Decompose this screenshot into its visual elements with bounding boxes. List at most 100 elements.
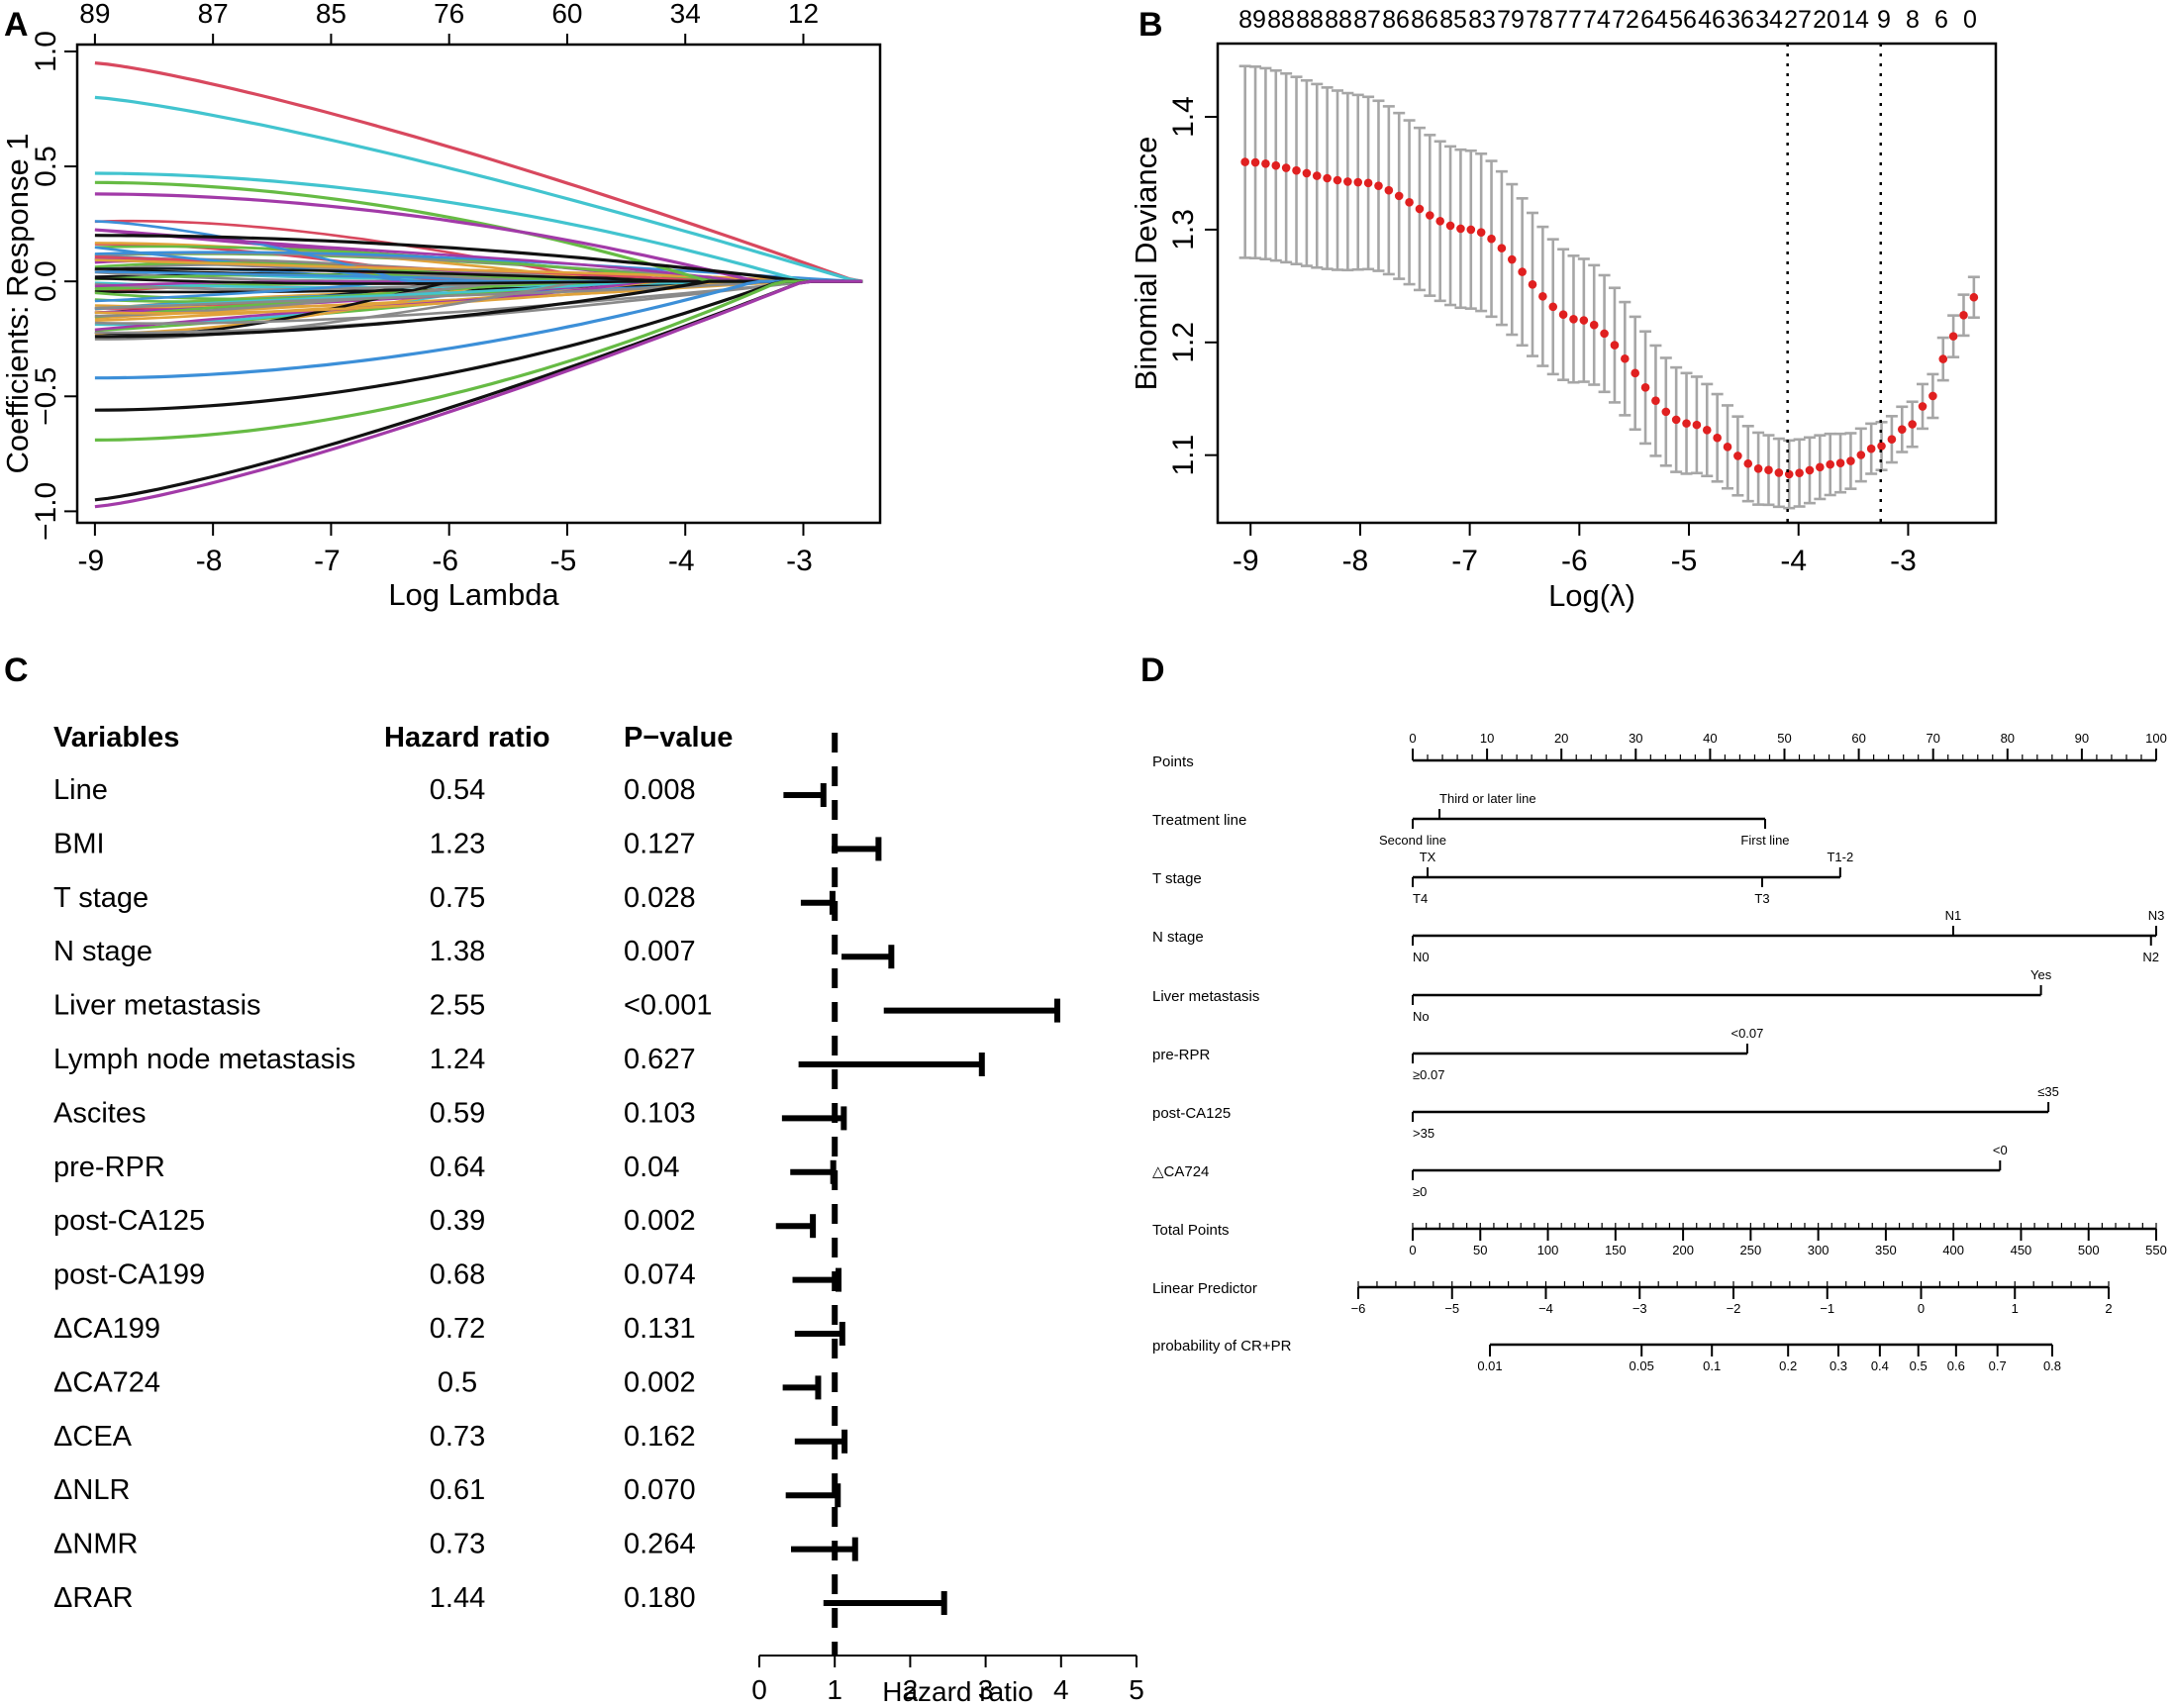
scale-tick-label: 100 <box>1537 1243 1559 1257</box>
top-axis-label: 6 <box>1934 6 1948 34</box>
x-tick-label: 1 <box>827 1674 842 1705</box>
y-tick-label: 1.1 <box>1167 435 1200 476</box>
panel-label-b: B <box>1138 6 1163 44</box>
deviance-point <box>1343 177 1352 186</box>
scale-tick-label: 0.7 <box>1989 1358 2007 1373</box>
top-axis-label: 86 <box>1411 6 1438 34</box>
deviance-point <box>1743 458 1753 468</box>
scale-tick-label: 40 <box>1703 731 1717 746</box>
deviance-point <box>1805 465 1815 475</box>
deviance-point <box>1600 329 1609 339</box>
x-tick-label: 2 <box>903 1674 919 1705</box>
row-p-value: 0.070 <box>624 1474 696 1506</box>
scale-tick-label: 0.01 <box>1477 1358 1502 1373</box>
deviance-point <box>1671 415 1681 425</box>
row-p-value: 0.074 <box>624 1259 696 1291</box>
row-label: post-CA125 <box>1152 1105 1231 1122</box>
row-hazard-ratio: 0.73 <box>430 1421 485 1453</box>
deviance-point <box>1846 456 1855 465</box>
x-tick-label: -3 <box>786 545 813 577</box>
path-black-2 <box>94 279 863 339</box>
top-axis-label: 46 <box>1698 6 1726 34</box>
plot-frame <box>1216 42 1998 525</box>
x-tick-label: -7 <box>1451 545 1478 577</box>
level-label: N2 <box>2142 950 2159 964</box>
deviance-point <box>1928 391 1937 401</box>
deviance-point <box>1682 419 1691 428</box>
path-black-1 <box>94 234 863 283</box>
coef-path-61 <box>94 279 863 310</box>
scale-tick-label: −3 <box>1632 1301 1647 1316</box>
scale-tick-label: 60 <box>1851 731 1865 746</box>
top-axis-label: 56 <box>1669 6 1697 34</box>
path-green-low <box>94 279 863 442</box>
top-axis-label: 27 <box>1784 6 1812 34</box>
path-cyan-top <box>94 95 863 283</box>
deviance-point <box>1312 171 1322 180</box>
x-tick-label: -9 <box>78 545 105 577</box>
top-axis-label: 34 <box>1755 6 1783 34</box>
deviance-point <box>1384 185 1394 195</box>
scale-tick-label: 50 <box>1777 731 1791 746</box>
deviance-point <box>1723 443 1732 452</box>
level-label: Third or later line <box>1439 791 1536 806</box>
scale-tick-label: 0.3 <box>1829 1358 1847 1373</box>
panel-label-d: D <box>1140 652 1165 689</box>
path-red-top <box>94 61 863 283</box>
deviance-point <box>1281 163 1291 172</box>
x-tick-label: 0 <box>751 1674 767 1705</box>
y-tick-label: 1.2 <box>1167 322 1200 363</box>
deviance-point <box>1405 198 1414 207</box>
row-variable: Ascites <box>53 1097 146 1129</box>
row-hazard-ratio: 1.24 <box>430 1044 485 1075</box>
deviance-point <box>1661 407 1671 417</box>
level-label: T4 <box>1413 891 1428 906</box>
level-label: N3 <box>2148 908 2165 923</box>
top-axis-label: 34 <box>670 0 701 29</box>
deviance-point <box>1363 178 1373 188</box>
deviance-point <box>1374 181 1383 190</box>
row-hazard-ratio: 0.59 <box>430 1097 485 1129</box>
deviance-point <box>1835 458 1845 467</box>
deviance-point <box>1651 396 1660 405</box>
deviance-point <box>1640 383 1650 392</box>
deviance-point <box>1702 426 1712 435</box>
scale-tick-label: 1 <box>2012 1301 2019 1316</box>
row-label: Treatment line <box>1152 812 1246 829</box>
row-variable: post-CA125 <box>53 1205 205 1237</box>
x-axis-title: Log Lambda <box>388 577 559 612</box>
x-tick-label: 3 <box>978 1674 994 1705</box>
header-p-value: P−value <box>624 722 733 754</box>
y-tick-label: 0.0 <box>30 260 62 302</box>
y-tick-label: −1.0 <box>30 482 62 541</box>
row-hazard-ratio: 0.73 <box>430 1529 485 1560</box>
top-axis-label: 89 <box>79 0 110 29</box>
top-axis-label: 60 <box>551 0 582 29</box>
scale-tick-label: 350 <box>1875 1243 1897 1257</box>
deviance-point <box>1271 160 1281 170</box>
level-label: First line <box>1740 833 1789 848</box>
deviance-point <box>1938 354 1948 363</box>
x-tick-label: 4 <box>1053 1674 1069 1705</box>
scale-tick-label: 450 <box>2011 1243 2032 1257</box>
top-axis-label: 64 <box>1640 6 1668 34</box>
top-axis-label: 87 <box>1353 6 1381 34</box>
row-p-value: 0.103 <box>624 1097 696 1129</box>
deviance-point <box>1353 177 1363 187</box>
deviance-point <box>1394 191 1404 201</box>
row-label: Points <box>1152 754 1194 770</box>
row-label: pre-RPR <box>1152 1047 1211 1063</box>
row-label: Total Points <box>1152 1222 1230 1239</box>
path-blue-low <box>94 279 863 380</box>
deviance-point <box>1948 332 1958 341</box>
row-variable: N stage <box>53 936 152 967</box>
level-label: N1 <box>1945 908 1962 923</box>
row-variable: T stage <box>53 882 148 914</box>
level-label: >35 <box>1413 1126 1434 1141</box>
row-label: Liver metastasis <box>1152 988 1259 1005</box>
deviance-point <box>1897 425 1907 434</box>
top-axis-label: 89 <box>1238 6 1266 34</box>
row-hazard-ratio: 1.38 <box>430 936 485 967</box>
scale-tick-label: 20 <box>1554 731 1568 746</box>
